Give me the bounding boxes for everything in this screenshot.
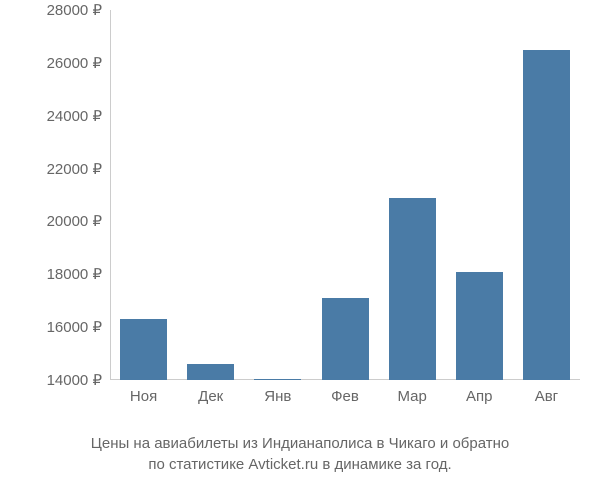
x-tick-label: Дек bbox=[198, 388, 223, 405]
y-tick-label: 18000 ₽ bbox=[47, 265, 102, 283]
x-tick-label: Янв bbox=[264, 388, 291, 405]
bar bbox=[120, 319, 167, 380]
y-tick-label: 28000 ₽ bbox=[47, 1, 102, 19]
x-tick-label: Авг bbox=[535, 388, 558, 405]
y-tick-label: 22000 ₽ bbox=[47, 160, 102, 178]
x-tick-label: Апр bbox=[466, 388, 492, 405]
y-axis-line bbox=[110, 10, 111, 380]
y-tick-label: 14000 ₽ bbox=[47, 371, 102, 389]
chart-caption: Цены на авиабилеты из Индианаполиса в Чи… bbox=[0, 433, 600, 475]
bar bbox=[187, 364, 234, 380]
caption-line-2: по статистике Avticket.ru в динамике за … bbox=[0, 454, 600, 475]
plot-area bbox=[110, 10, 580, 380]
x-axis: Ноя Дек Янв Фев Мар Апр Авг bbox=[110, 380, 580, 410]
bar bbox=[322, 298, 369, 380]
y-tick-label: 26000 ₽ bbox=[47, 54, 102, 72]
y-tick-label: 20000 ₽ bbox=[47, 212, 102, 230]
y-tick-label: 24000 ₽ bbox=[47, 107, 102, 125]
bar bbox=[389, 198, 436, 380]
price-chart: 14000 ₽ 16000 ₽ 18000 ₽ 20000 ₽ 22000 ₽ 24000… bbox=[20, 10, 580, 410]
caption-line-1: Цены на авиабилеты из Индианаполиса в Чи… bbox=[0, 433, 600, 454]
y-axis: 14000 ₽16000 ₽18000 ₽20000 ₽22000 ₽24000… bbox=[20, 10, 110, 380]
bar bbox=[456, 272, 503, 380]
x-tick-label: Фев bbox=[331, 388, 359, 405]
x-tick-label: Ноя bbox=[130, 388, 157, 405]
y-tick-label: 16000 ₽ bbox=[47, 318, 102, 336]
x-tick-label: Мар bbox=[397, 388, 426, 405]
bar bbox=[523, 50, 570, 380]
